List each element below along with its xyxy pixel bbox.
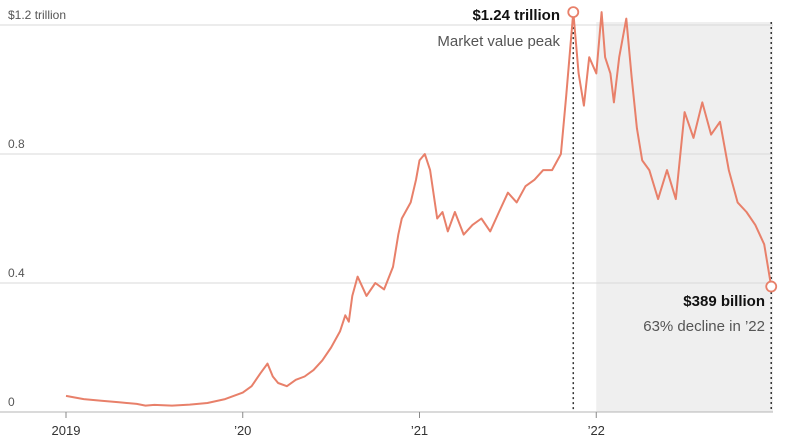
end-value-label: $389 billion [683, 293, 765, 310]
x-tick-label: ’20 [234, 423, 251, 438]
x-axis-ticks: 2019 ’20 ’21 ’22 [52, 412, 605, 438]
peak-value-label: $1.24 trillion [472, 7, 560, 24]
end-caption: 63% decline in ’22 [643, 318, 765, 335]
end-marker [765, 280, 778, 293]
x-tick-label: 2019 [52, 423, 81, 438]
shaded-2022-region [596, 22, 773, 412]
x-tick-label: ’22 [588, 423, 605, 438]
y-tick-label: 0.4 [8, 266, 25, 280]
peak-caption: Market value peak [437, 33, 560, 50]
y-tick-label: 0.8 [8, 137, 25, 151]
x-tick-label: ’21 [411, 423, 428, 438]
y-tick-label: $1.2 trillion [8, 8, 66, 22]
market-value-series-line [65, 11, 773, 407]
peak-marker [567, 6, 580, 18]
y-tick-label: 0 [8, 395, 15, 409]
y-axis-ticks: $1.2 trillion 0.8 0.4 0 [8, 8, 66, 409]
